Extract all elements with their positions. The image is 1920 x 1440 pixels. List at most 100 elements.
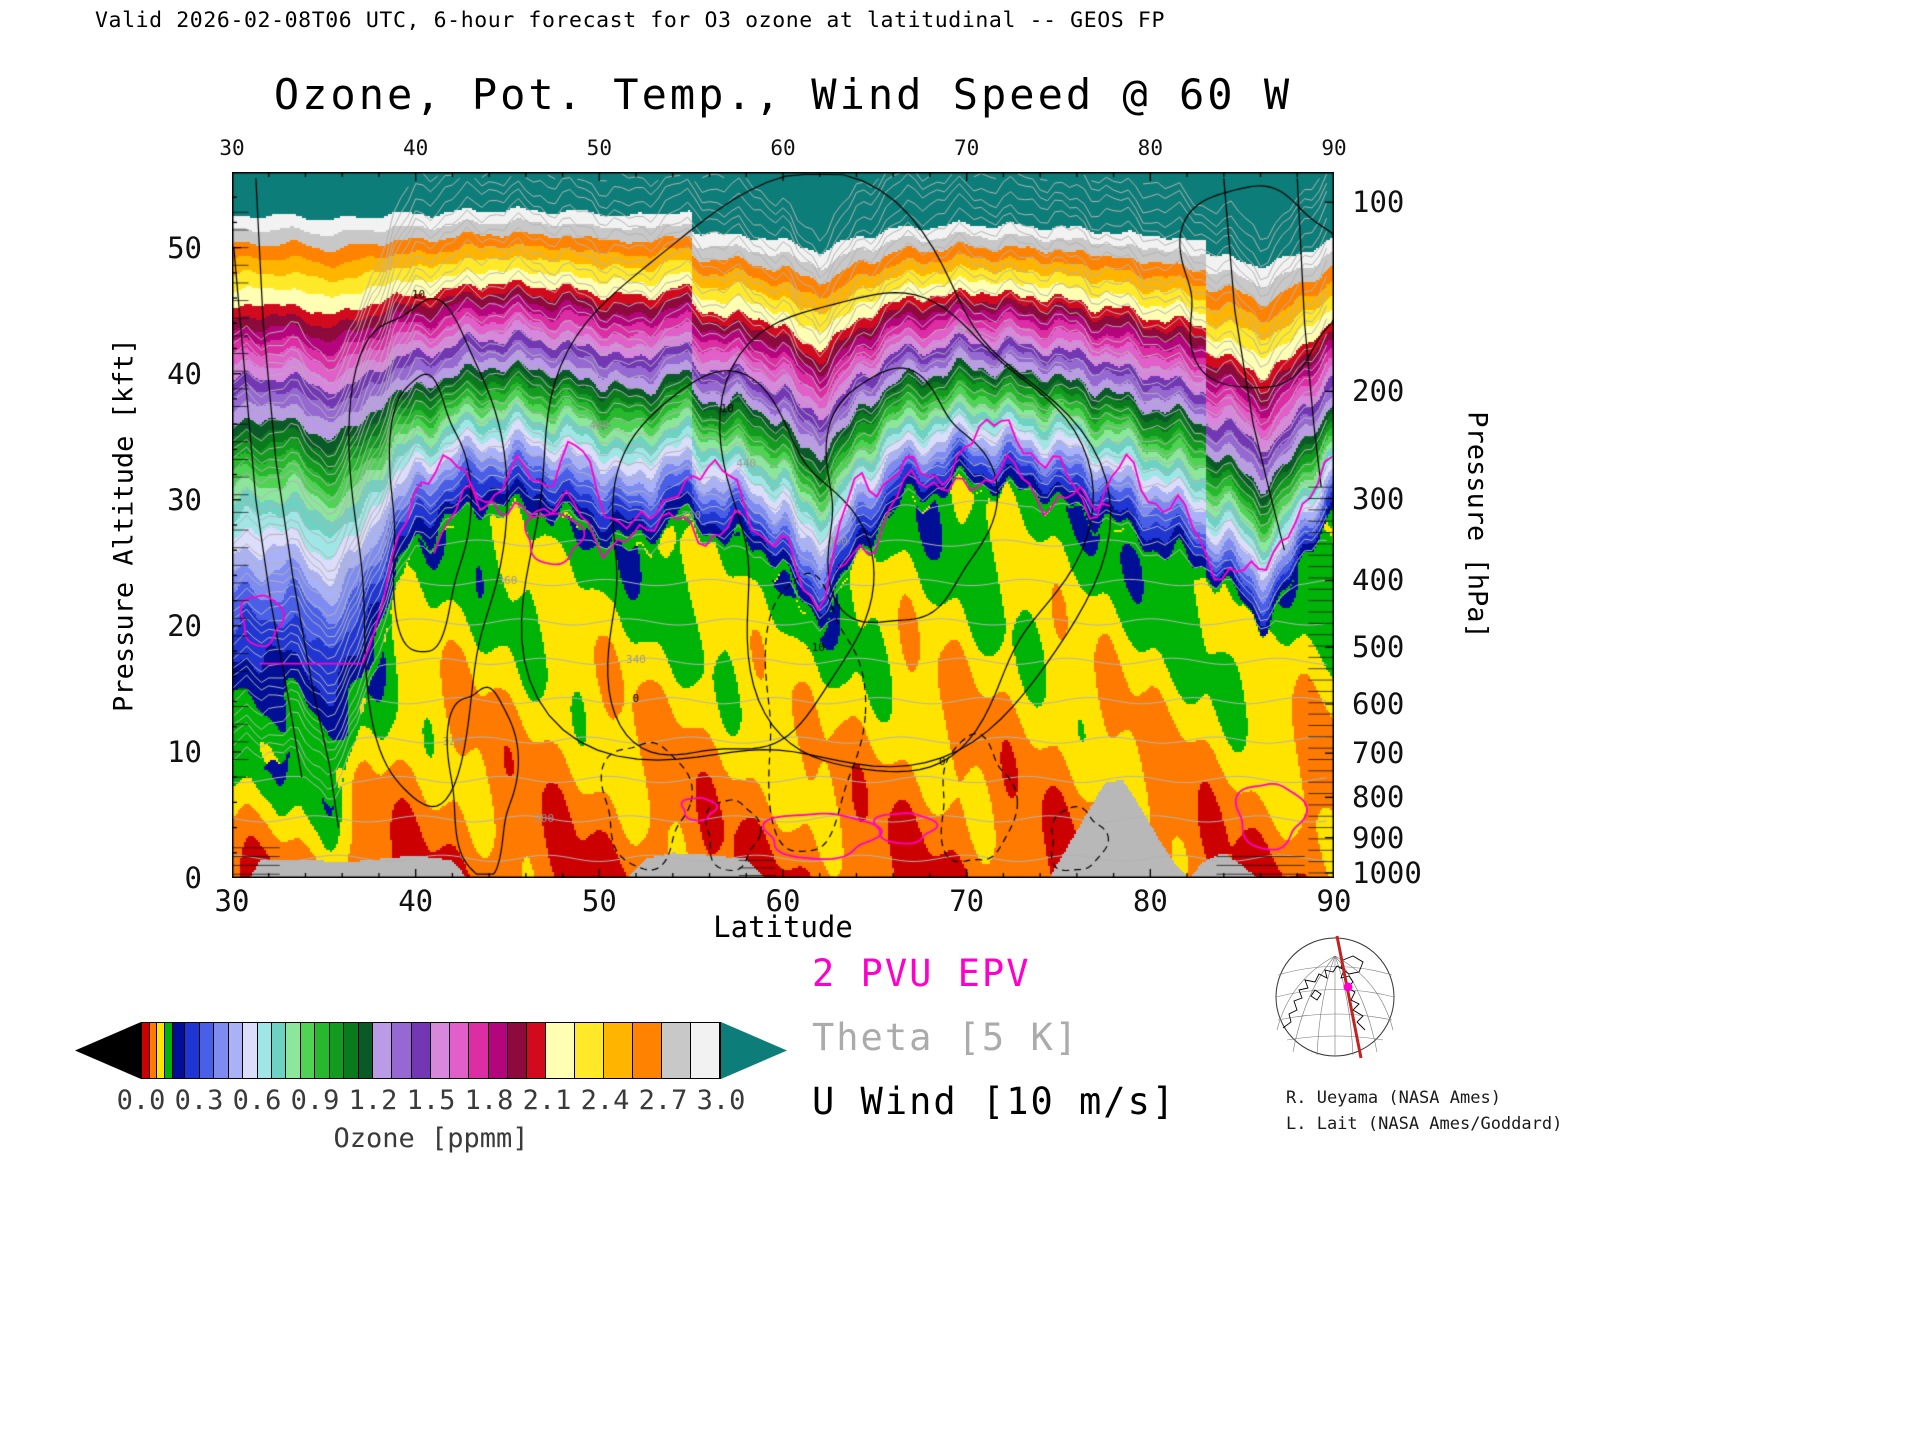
pressure-tick-label: 200 bbox=[1352, 374, 1405, 409]
colorbar-segment bbox=[142, 1023, 150, 1078]
pressure-tick-label: 800 bbox=[1352, 780, 1405, 815]
top-axis-tick-label: 40 bbox=[403, 136, 429, 160]
colorbar-segment bbox=[286, 1023, 301, 1078]
x-axis-tick-label: 60 bbox=[765, 884, 801, 918]
colorbar-segment bbox=[661, 1023, 691, 1078]
x-axis-tick-label: 70 bbox=[949, 884, 985, 918]
colorbar-segment bbox=[604, 1023, 634, 1078]
top-axis-tick-label: 30 bbox=[219, 136, 245, 160]
colorbar-segment bbox=[214, 1023, 229, 1078]
map-inset bbox=[1245, 930, 1425, 1065]
colorbar-tick-label: 0.6 bbox=[232, 1085, 282, 1116]
pressure-tick-label: 600 bbox=[1352, 687, 1405, 722]
pressure-tick-label: 900 bbox=[1352, 820, 1405, 855]
credit-line-2: L. Lait (NASA Ames/Goddard) bbox=[1286, 1113, 1563, 1134]
colorbar-tick-label: 2.4 bbox=[580, 1085, 630, 1116]
altitude-tick-label: 20 bbox=[167, 608, 202, 643]
pressure-tick-label: 400 bbox=[1352, 563, 1405, 598]
legend-theta: Theta [5 K] bbox=[812, 1016, 1080, 1059]
globe-inset-svg bbox=[1275, 935, 1395, 1059]
left-axis-title: Pressure Altitude [kft] bbox=[108, 338, 140, 712]
colorbar-segment bbox=[488, 1023, 508, 1078]
colorbar-segment bbox=[165, 1023, 173, 1078]
cross-section-meridian-line bbox=[1335, 935, 1363, 1059]
colorbar-tick-label: 0.3 bbox=[174, 1085, 224, 1116]
colorbar-segment bbox=[469, 1023, 489, 1078]
x-axis-tick-label: 90 bbox=[1316, 884, 1352, 918]
altitude-tick-label: 0 bbox=[184, 861, 202, 895]
colorbar-segment bbox=[228, 1023, 244, 1078]
colorbar-tick-label: 2.1 bbox=[522, 1085, 572, 1116]
colorbar-segment bbox=[507, 1023, 528, 1078]
top-axis-tick-label: 70 bbox=[954, 136, 980, 160]
colorbar-tick-label: 1.8 bbox=[464, 1085, 514, 1116]
valid-timestamp-line: Valid 2026-02-08T06 UTC, 6-hour forecast… bbox=[95, 8, 1165, 33]
globe-coastlines bbox=[1282, 955, 1366, 1031]
colorbar-tick-label: 0.0 bbox=[116, 1085, 166, 1116]
colorbar-tick-label: 1.2 bbox=[348, 1085, 398, 1116]
x-axis-title: Latitude bbox=[713, 910, 853, 944]
globe-graticule bbox=[1275, 955, 1395, 1056]
colorbar-under-arrow bbox=[75, 1022, 141, 1079]
right-axis-title: Pressure [hPa] bbox=[1461, 411, 1493, 639]
colorbar-segment bbox=[315, 1023, 330, 1078]
legend-uwind: U Wind [10 m/s] bbox=[812, 1080, 1177, 1123]
colorbar-tick-label: 3.0 bbox=[696, 1085, 746, 1116]
colorbar-over-arrow bbox=[721, 1022, 787, 1079]
colorbar-segment bbox=[172, 1023, 186, 1078]
legend: 2 PVU EPV Theta [5 K] U Wind [10 m/s] bbox=[812, 952, 1176, 1144]
colorbar-segment bbox=[243, 1023, 258, 1078]
colorbar-segment bbox=[344, 1023, 359, 1078]
colorbar-segment bbox=[430, 1023, 451, 1078]
colorbar-segment bbox=[157, 1023, 166, 1078]
colorbar-segment bbox=[185, 1023, 200, 1078]
location-marker-dot bbox=[1343, 982, 1353, 992]
colorbar: 0.0 0.3 0.6 0.9 1.2 1.5 1.8 2.1 2.4 2.7 3.0 Ozone … bbox=[75, 1022, 787, 1154]
altitude-tick-label: 50 bbox=[167, 230, 202, 265]
colorbar-segment bbox=[358, 1023, 374, 1078]
x-axis-tick-label: 40 bbox=[398, 884, 434, 918]
credits: R. Ueyama (NASA Ames) L. Lait (NASA Ames… bbox=[1286, 1086, 1562, 1137]
colorbar-gradient bbox=[141, 1022, 721, 1079]
colorbar-segment bbox=[149, 1023, 158, 1078]
x-axis-tick-label: 50 bbox=[581, 884, 617, 918]
colorbar-segment bbox=[575, 1023, 605, 1078]
altitude-tick-label: 30 bbox=[167, 482, 202, 517]
colorbar-segment bbox=[633, 1023, 662, 1078]
top-axis-tick-label: 50 bbox=[586, 136, 612, 160]
colorbar-segment bbox=[411, 1023, 431, 1078]
top-axis-tick-label: 80 bbox=[1137, 136, 1163, 160]
colorbar-tick-label: 0.9 bbox=[290, 1085, 340, 1116]
legend-pvu: 2 PVU EPV bbox=[812, 952, 1031, 995]
pressure-tick-label: 100 bbox=[1352, 185, 1405, 220]
x-axis-tick-label: 80 bbox=[1132, 884, 1168, 918]
chart-title: Ozone, Pot. Temp., Wind Speed @ 60 W bbox=[273, 70, 1293, 119]
x-axis-tick-label: 30 bbox=[214, 884, 250, 918]
colorbar-segment bbox=[199, 1023, 215, 1078]
credit-line-1: R. Ueyama (NASA Ames) bbox=[1286, 1088, 1501, 1108]
colorbar-segment bbox=[300, 1023, 316, 1078]
pressure-tick-label: 500 bbox=[1352, 630, 1405, 665]
altitude-tick-label: 40 bbox=[167, 356, 202, 391]
colorbar-segment bbox=[392, 1023, 412, 1078]
colorbar-tick-labels: 0.0 0.3 0.6 0.9 1.2 1.5 1.8 2.1 2.4 2.7 3.0 bbox=[75, 1079, 787, 1116]
colorbar-bar-row bbox=[75, 1022, 787, 1079]
altitude-tick-label: 10 bbox=[167, 734, 202, 769]
top-axis-tick-label: 60 bbox=[770, 136, 796, 160]
colorbar-segment bbox=[690, 1023, 720, 1078]
ozone-cross-section-canvas bbox=[232, 172, 1334, 878]
colorbar-segment bbox=[329, 1023, 345, 1078]
colorbar-tick-label: 1.5 bbox=[406, 1085, 456, 1116]
colorbar-segment bbox=[546, 1023, 576, 1078]
pressure-tick-label: 300 bbox=[1352, 481, 1405, 516]
colorbar-segment bbox=[271, 1023, 287, 1078]
top-axis-tick-label: 90 bbox=[1321, 136, 1347, 160]
pressure-tick-label: 700 bbox=[1352, 736, 1405, 771]
colorbar-segment bbox=[450, 1023, 470, 1078]
colorbar-segment bbox=[527, 1023, 547, 1078]
colorbar-segment bbox=[373, 1023, 393, 1078]
colorbar-title: Ozone [ppmm] bbox=[333, 1123, 529, 1154]
pressure-tick-label: 1000 bbox=[1352, 855, 1422, 890]
colorbar-tick-label: 2.7 bbox=[638, 1085, 688, 1116]
